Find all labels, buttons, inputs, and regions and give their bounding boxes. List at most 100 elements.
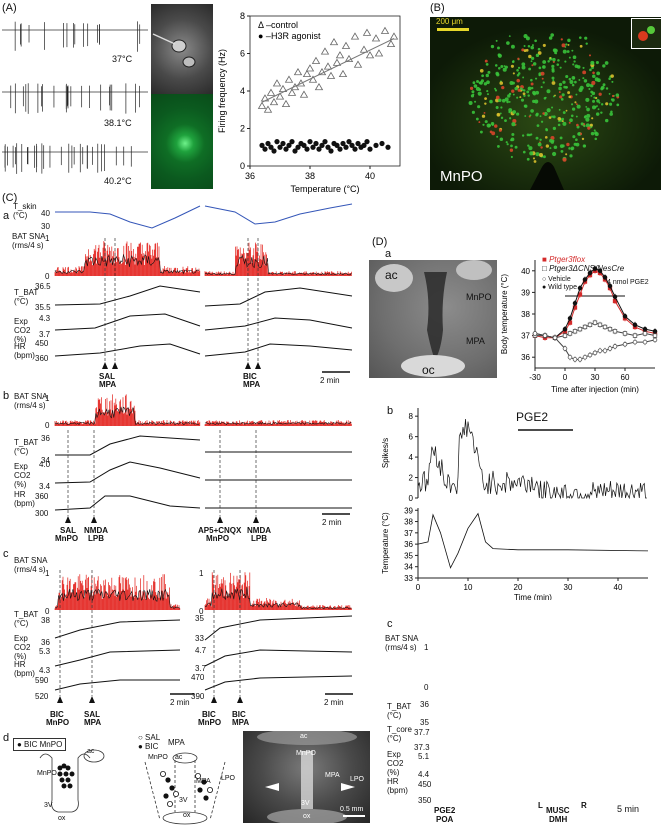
ca-sna-right-red (204, 242, 352, 276)
cell-dot (588, 87, 591, 90)
injection-arrow (91, 516, 97, 523)
c-b-inj: NMDA (84, 526, 108, 535)
cell-dot (517, 72, 521, 75)
control-point (308, 75, 318, 83)
d-c-label-tbat: T_BAT (°C) (387, 702, 412, 720)
cell-dot (530, 133, 533, 136)
cell-dot (517, 66, 521, 69)
cell-dot (585, 123, 590, 128)
cell-dot (542, 112, 545, 115)
d-c-tick: 450 (418, 780, 432, 789)
atlas-label: MPA (196, 778, 211, 785)
c-a-tick: 3.7 (39, 330, 51, 339)
d-c-tick: 350 (418, 796, 432, 805)
bic-site (69, 771, 75, 777)
cell-dot (495, 106, 499, 110)
cell-dot (558, 82, 563, 87)
d-a-legend-cns: □ Ptger3ΔCNS/NesCre (542, 264, 625, 273)
y-axis-label: Temperature (°C) (381, 512, 390, 574)
atlas-label: LPO (221, 775, 236, 782)
cell-dot (565, 86, 568, 89)
c-c-inj: BIC (232, 710, 246, 719)
cell-dot (542, 60, 547, 64)
cell-dot (496, 135, 499, 138)
cell-dot (565, 43, 568, 46)
cell-dot (482, 123, 485, 126)
cell-dot (538, 66, 542, 70)
cell-dot (533, 160, 537, 163)
panel-c-letter: (C) (2, 192, 18, 204)
data-point (587, 352, 593, 358)
cc-sna-left-black (54, 588, 180, 609)
bic-site (163, 793, 169, 799)
cell-dot (567, 91, 571, 95)
cell-dot (540, 120, 544, 123)
c-c-tick: 470 (191, 673, 205, 682)
c-a-label-tskin: T_skin (°C) (13, 202, 37, 220)
data-point (632, 322, 638, 328)
cell-dot (512, 93, 515, 96)
cell-dot (586, 107, 590, 112)
cell-dot (584, 36, 588, 40)
x-tick-label: 40 (365, 171, 375, 181)
c-b-inj: LPB (251, 534, 267, 543)
data-point (572, 300, 578, 306)
agonist-point (265, 140, 271, 147)
cell-dot (512, 119, 517, 124)
agonist-point (361, 142, 367, 148)
cell-dot (509, 148, 514, 152)
cell-dot (558, 91, 561, 93)
cell-dot (510, 144, 513, 148)
cell-dot (525, 36, 530, 41)
cell-dot (535, 90, 540, 95)
cell-dot (569, 118, 573, 123)
cell-dot (541, 77, 544, 80)
d-c-label-sna: BAT SNA (rms/4 s) (385, 634, 419, 652)
cell-dot (575, 93, 578, 96)
spike-rate-trace (417, 418, 647, 500)
cell-dot (586, 113, 591, 118)
cell-dot (501, 85, 505, 90)
agonist-point (277, 144, 283, 150)
cell-dot (553, 48, 558, 53)
agonist-point (268, 144, 274, 150)
cell-dot (532, 62, 537, 66)
cell-dot (562, 121, 567, 126)
data-point (592, 320, 598, 325)
data-point (572, 329, 578, 334)
atlas-outline (39, 753, 91, 813)
cell-dot (573, 142, 577, 146)
cell-dot (540, 71, 545, 76)
cell-dot (474, 100, 477, 103)
control-point (350, 32, 360, 40)
cell-dot (512, 72, 515, 75)
cell-dot (501, 98, 506, 103)
cell-dot (586, 83, 591, 88)
cell-dot (560, 149, 564, 153)
d-a-label: ac (385, 268, 398, 282)
c-a-letter: a (3, 210, 10, 222)
ca-co2-right (204, 317, 353, 331)
cell-dot (517, 57, 520, 61)
agonist-point (352, 146, 358, 152)
dic-micrograph (151, 4, 213, 94)
cell-dot (490, 121, 495, 126)
cell-dot (514, 86, 518, 91)
c-b-letter: b (3, 390, 10, 402)
control-point (341, 41, 351, 49)
sal-site (172, 791, 179, 798)
agonist-point (295, 144, 301, 150)
injection-arrow (57, 696, 63, 703)
control-point (317, 67, 327, 76)
atlas-label: ox (183, 812, 191, 819)
ca-sna-left-red (54, 241, 201, 276)
c-b-tick: 300 (35, 509, 49, 518)
cell-dot (574, 101, 577, 104)
cell-dot (568, 121, 571, 124)
cell-dot (530, 60, 533, 63)
d-c-letter: c (387, 618, 393, 630)
data-point (532, 331, 538, 336)
cell-dot (609, 112, 613, 116)
x-tick-label: 60 (621, 373, 630, 382)
y-tick-label: 8 (240, 11, 245, 21)
